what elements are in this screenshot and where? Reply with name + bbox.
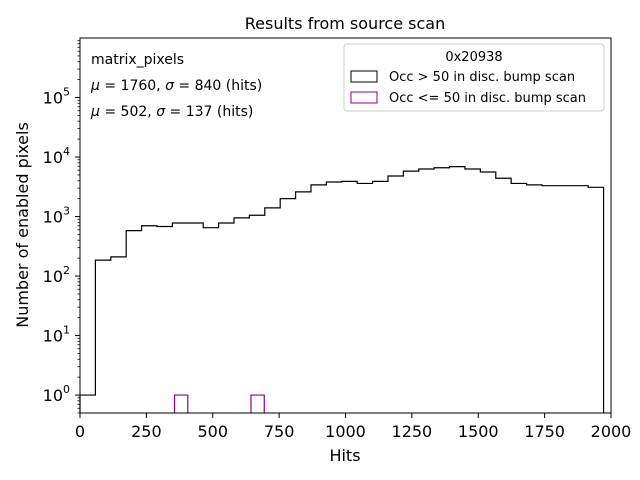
y-axis-ticks: 100 101 102 103 104 105 bbox=[43, 40, 80, 414]
x-axis-label: Hits bbox=[329, 446, 360, 465]
annotation-stats-occ: μ = 1760, σ = 840 (hits) bbox=[90, 78, 262, 94]
x-tick-label: 1250 bbox=[392, 422, 433, 441]
histogram-bin-occ-low-1 bbox=[250, 394, 265, 413]
y-axis-label: Number of enabled pixels bbox=[13, 122, 32, 328]
y-tick-label: 102 bbox=[43, 264, 70, 286]
annotation-stats-low: μ = 502, σ = 137 (hits) bbox=[90, 104, 253, 120]
legend-box bbox=[343, 43, 605, 112]
legend-swatch-occ-low bbox=[350, 91, 378, 104]
y-tick-label: 101 bbox=[43, 324, 70, 346]
x-tick-label: 750 bbox=[264, 422, 295, 441]
annotation-block: matrix_pixels μ = 1760, σ = 840 (hits) μ… bbox=[90, 52, 262, 120]
y-tick-label: 103 bbox=[43, 205, 70, 227]
x-tick-label: 0 bbox=[75, 422, 85, 441]
legend: 0x20938 Occ > 50 in disc. bump scan Occ … bbox=[343, 43, 605, 112]
chart-title: Results from source scan bbox=[245, 14, 445, 33]
x-axis-ticks: 0 250 500 750 1000 1250 1500 1750 2000 bbox=[75, 413, 631, 441]
histogram-step-occ-high bbox=[79, 166, 605, 413]
x-tick-label: 500 bbox=[197, 422, 228, 441]
legend-title: 0x20938 bbox=[445, 50, 502, 65]
series-layer bbox=[79, 166, 605, 413]
histogram-bin-occ-low-0 bbox=[173, 394, 189, 413]
legend-label-occ-low: Occ <= 50 in disc. bump scan bbox=[389, 91, 586, 106]
annotation-label: matrix_pixels bbox=[91, 52, 184, 68]
y-tick-label: 104 bbox=[43, 145, 70, 167]
legend-label-occ-high: Occ > 50 in disc. bump scan bbox=[389, 70, 575, 85]
x-tick-label: 1000 bbox=[325, 422, 366, 441]
x-tick-label: 2000 bbox=[591, 422, 632, 441]
y-tick-label: 105 bbox=[43, 86, 70, 108]
x-tick-label: 1750 bbox=[524, 422, 565, 441]
x-tick-label: 1500 bbox=[458, 422, 499, 441]
legend-swatch-occ-high bbox=[350, 70, 378, 83]
y-tick-label: 100 bbox=[43, 383, 70, 405]
x-tick-label: 250 bbox=[131, 422, 162, 441]
